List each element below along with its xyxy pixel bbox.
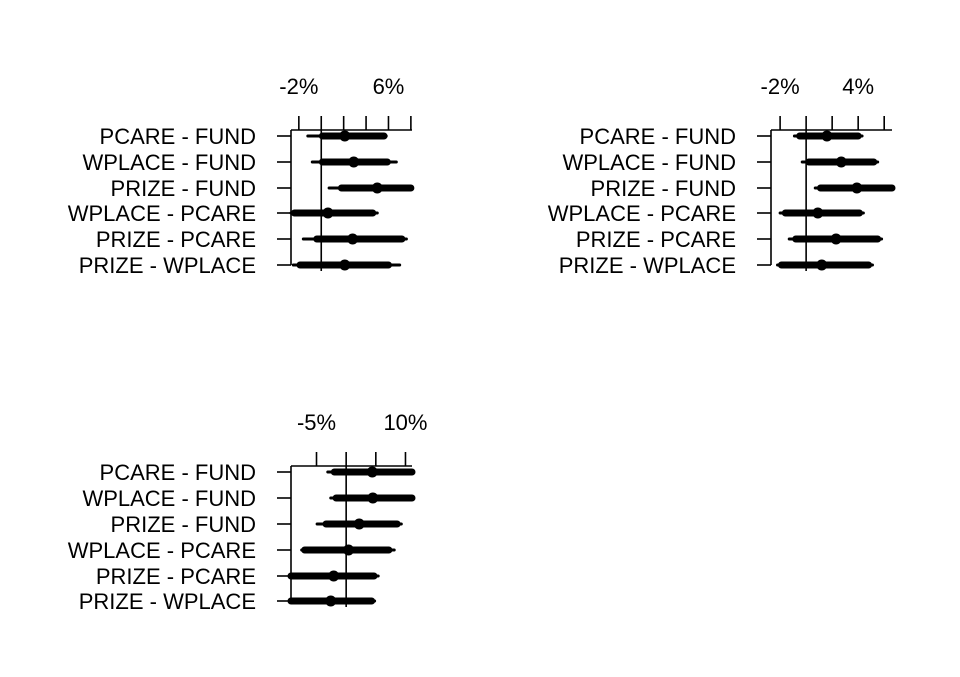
point-estimate xyxy=(812,207,824,219)
point-estimate xyxy=(366,466,378,478)
point-estimate xyxy=(835,156,847,168)
x-tick-label: 10% xyxy=(383,410,427,435)
category-label: PRIZE - PCARE xyxy=(96,227,256,252)
category-label: WPLACE - FUND xyxy=(82,486,256,511)
point-estimate xyxy=(367,492,379,504)
x-tick-label: -2% xyxy=(279,74,318,99)
category-label: PRIZE - PCARE xyxy=(576,227,736,252)
category-label: PRIZE - FUND xyxy=(111,176,256,201)
category-label: PCARE - FUND xyxy=(580,124,736,149)
point-estimate xyxy=(325,595,337,607)
point-estimate xyxy=(371,182,383,194)
point-estimate xyxy=(816,259,828,271)
point-estimate xyxy=(343,544,355,556)
point-estimate xyxy=(830,233,842,245)
x-tick-label: 6% xyxy=(373,74,405,99)
point-estimate xyxy=(322,207,334,219)
x-tick-label: 4% xyxy=(842,74,874,99)
category-label: WPLACE - PCARE xyxy=(68,538,256,563)
category-label: PRIZE - FUND xyxy=(591,176,736,201)
category-label: PRIZE - WPLACE xyxy=(79,589,256,614)
point-estimate xyxy=(851,182,863,194)
category-label: WPLACE - FUND xyxy=(82,150,256,175)
category-label: PRIZE - WPLACE xyxy=(559,253,736,278)
category-label: PCARE - FUND xyxy=(100,460,256,485)
point-estimate xyxy=(348,156,360,168)
category-label: PCARE - FUND xyxy=(100,124,256,149)
category-label: WPLACE - FUND xyxy=(562,150,736,175)
x-tick-label: -2% xyxy=(761,74,800,99)
category-label: WPLACE - PCARE xyxy=(548,201,736,226)
point-estimate xyxy=(339,259,351,271)
category-label: PRIZE - FUND xyxy=(111,512,256,537)
point-estimate xyxy=(353,518,365,530)
point-estimate xyxy=(339,130,351,142)
category-label: WPLACE - PCARE xyxy=(68,201,256,226)
point-estimate xyxy=(347,233,359,245)
category-label: PRIZE - WPLACE xyxy=(79,253,256,278)
point-estimate xyxy=(821,130,833,142)
x-tick-label: -5% xyxy=(297,410,336,435)
category-label: PRIZE - PCARE xyxy=(96,564,256,589)
point-estimate xyxy=(328,570,340,582)
